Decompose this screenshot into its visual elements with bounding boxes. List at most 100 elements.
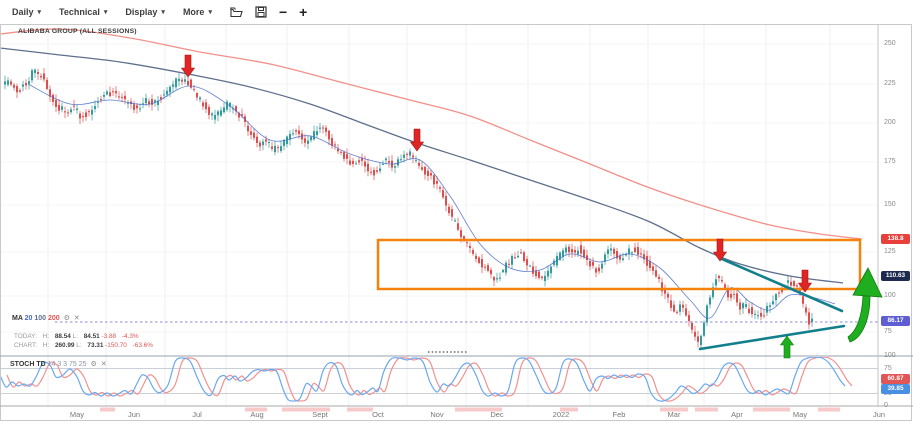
close-icon[interactable]: ✕ (73, 315, 80, 322)
today-change: -3.88 (101, 333, 117, 340)
curved-arrow-body (847, 295, 871, 343)
curved-green-arrow[interactable] (847, 267, 883, 343)
gear-icon[interactable]: ⚙ (63, 315, 70, 322)
time-axis-label: Sept (312, 410, 328, 419)
caret-down-icon: ▾ (37, 8, 42, 16)
open-chart-button[interactable] (230, 6, 243, 18)
red-down-arrow[interactable] (409, 128, 425, 152)
floppy-icon (255, 6, 267, 18)
red-down-arrow[interactable] (180, 54, 196, 78)
ma-label: MA (12, 315, 23, 322)
today-low-label: L: (72, 333, 78, 340)
price-axis-label: 100 (884, 292, 896, 299)
signal-bar (282, 407, 330, 412)
chart-label: CHART: (14, 342, 37, 349)
time-axis-label: Oct (372, 410, 384, 419)
time-axis-label: May (792, 410, 808, 419)
stoch-params: 14 3 3 75 25 (47, 361, 87, 368)
chart-stats-row: CHART: H: 260.99 L: 73.31 -150.70 -63.6% (14, 342, 157, 349)
instrument-title: ALIBABA GROUP (ALL SESSIONS) (18, 28, 137, 35)
price-badge: 138.8 (881, 234, 910, 244)
chart-low-label: L: (76, 342, 82, 349)
ma200-line (1, 28, 863, 240)
stoch-axis-label: 100 (884, 352, 896, 359)
menu-technical-label: Technical (59, 7, 100, 17)
signal-bar (455, 407, 502, 412)
chart-low-value: 73.31 (87, 342, 104, 349)
price-axis[interactable]: 2502252001751501251007510075250138.8110.… (879, 24, 913, 409)
time-axis-label: Aug (250, 410, 264, 419)
chart-change-pct: -63.6% (132, 342, 153, 349)
time-axis-label: Feb (612, 410, 626, 419)
stoch-badge: 39.85 (881, 384, 910, 394)
stoch-badge: 60.87 (881, 374, 910, 384)
caret-down-icon: ▾ (161, 8, 165, 16)
zoom-out-button[interactable]: − (278, 4, 288, 20)
menu-more-label: More (182, 7, 205, 17)
price-axis-label: 175 (884, 158, 896, 165)
stoch-axis-label: 0 (884, 402, 888, 409)
signal-bar (245, 407, 267, 412)
folder-icon (230, 6, 243, 17)
time-axis-label: Jun (127, 410, 141, 419)
ma-indicator-legend: MA 20 100 200 ⚙ ✕ (12, 314, 80, 322)
time-axis-label: May (69, 410, 85, 419)
today-change-pct: -4.3% (121, 333, 139, 340)
zoom-in-button[interactable]: + (299, 4, 308, 20)
chart-change: -150.70 (105, 342, 127, 349)
stoch-axis-label: 75 (884, 365, 892, 372)
today-low-value: 84.51 (83, 333, 100, 340)
price-axis-label: 200 (884, 119, 896, 126)
price-axis-label: 225 (884, 80, 896, 87)
candlestick-chart[interactable] (0, 24, 913, 421)
stoch-indicator-legend: STOCH TD 14 3 3 75 25 ⚙ ✕ (10, 360, 107, 368)
gear-icon[interactable]: ⚙ (90, 361, 97, 368)
stoch-d-line (6, 357, 853, 402)
time-axis[interactable]: MarMayJunJulAugSeptOctNovDec2022FebMarAp… (0, 407, 913, 421)
menu-technical[interactable]: Technical ▾ (59, 7, 107, 17)
stochastic-panel (1, 357, 853, 402)
today-label: TODAY: (14, 333, 37, 340)
red-down-arrow[interactable] (797, 269, 813, 293)
close-icon[interactable]: ✕ (100, 361, 107, 368)
curved-arrow-head (852, 267, 883, 298)
signal-bar (818, 407, 840, 412)
caret-down-icon: ▾ (103, 8, 108, 16)
signal-bar (347, 407, 373, 412)
caret-down-icon: ▾ (208, 8, 212, 16)
signal-bar (560, 407, 578, 412)
time-axis-label: Dec (490, 410, 504, 419)
signal-bar (660, 407, 688, 412)
menu-timeframe[interactable]: Daily ▾ (12, 7, 41, 17)
ma100-line (1, 47, 844, 284)
signal-bar (753, 407, 790, 412)
time-axis-label: Apr (731, 410, 743, 419)
stoch-label: STOCH TD (10, 361, 46, 368)
save-button[interactable] (255, 6, 267, 18)
red-down-arrow[interactable] (712, 238, 728, 262)
price-axis-label: 250 (884, 40, 896, 47)
menu-display[interactable]: Display ▾ (125, 7, 165, 17)
time-axis-label: Jun (872, 410, 886, 419)
time-axis-label: Nov (430, 410, 444, 419)
time-axis-label: Jul (192, 410, 202, 419)
toolbar: Daily ▾ Technical ▾ Display ▾ More ▾ (0, 0, 913, 24)
signal-bar (695, 407, 718, 412)
breakout-rectangle[interactable] (376, 238, 862, 291)
stoch-k-line (1, 357, 846, 402)
menu-more[interactable]: More ▾ (183, 7, 212, 17)
gridlines (1, 25, 878, 406)
ma-period-200: 200 (47, 315, 60, 322)
time-axis-label: Mar (667, 410, 681, 419)
ma-period-20: 20 (24, 315, 33, 322)
today-stats-row: TODAY: H: 88.54 L: 84.51 -3.88 -4.3% (14, 333, 143, 340)
trendline[interactable] (720, 257, 844, 313)
menu-timeframe-label: Daily (12, 7, 34, 17)
chart-high-label: H: (42, 342, 50, 349)
price-axis-label: 75 (884, 328, 892, 335)
trendline[interactable] (698, 324, 846, 351)
green-up-arrow[interactable] (779, 335, 795, 359)
price-axis-label: 125 (884, 248, 896, 255)
candlestick-series (4, 67, 813, 348)
